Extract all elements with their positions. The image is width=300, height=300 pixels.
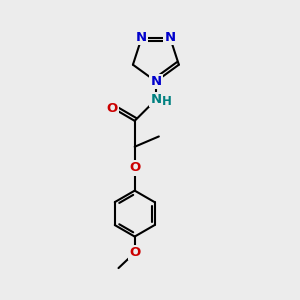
Text: O: O (106, 102, 118, 115)
Text: N: N (150, 75, 161, 88)
Text: H: H (162, 94, 172, 108)
Text: N: N (136, 31, 147, 44)
Text: O: O (129, 161, 140, 175)
Text: O: O (129, 246, 140, 259)
Text: N: N (150, 93, 161, 106)
Text: N: N (164, 31, 175, 44)
